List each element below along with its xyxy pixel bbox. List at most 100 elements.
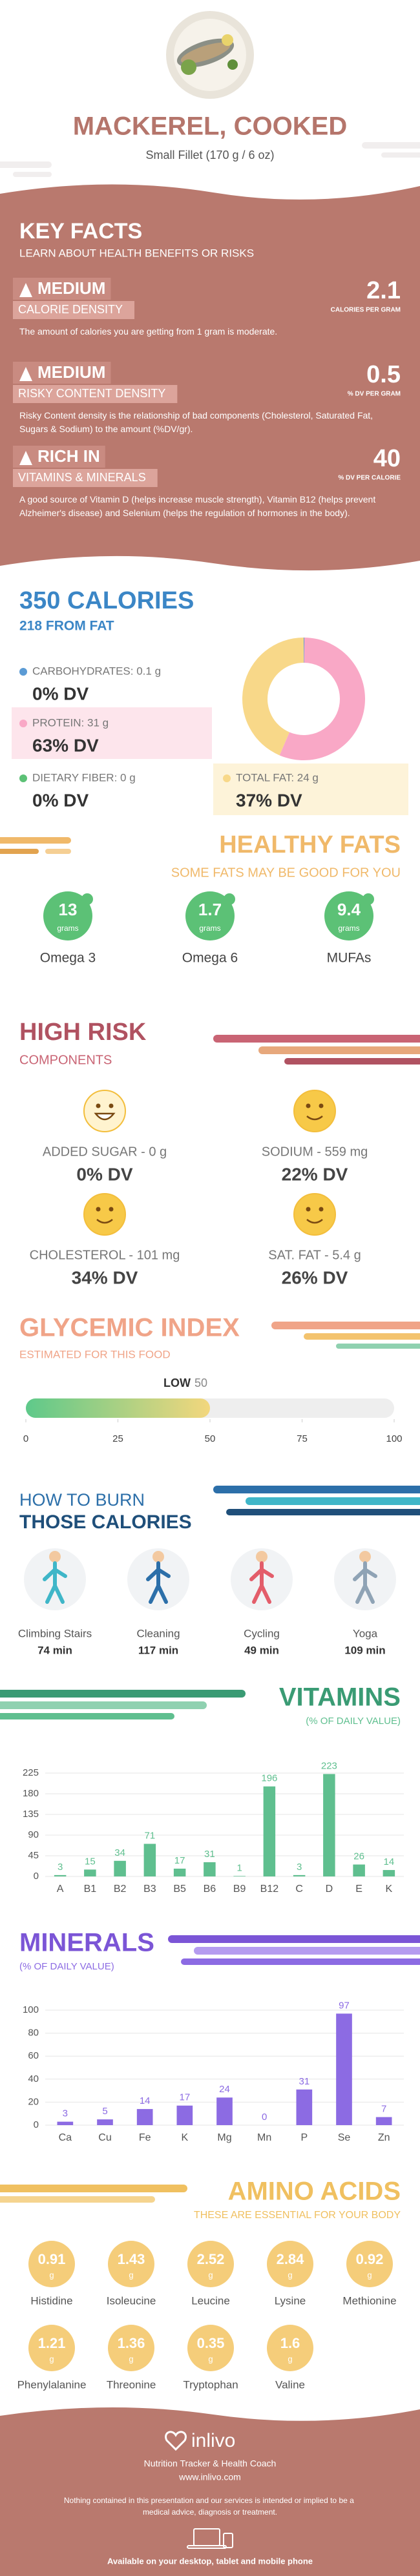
activity-time: 117 min	[138, 1644, 178, 1656]
donut-segment	[242, 638, 304, 756]
x-tick-label: B12	[260, 1884, 279, 1895]
y-tick-label: 60	[28, 2050, 39, 2061]
activity-figure	[353, 1561, 377, 1604]
value-label: 14	[384, 1856, 395, 1867]
amino-badge	[346, 2241, 393, 2287]
amino-badge	[28, 2241, 75, 2287]
value-label: 24	[219, 2084, 230, 2095]
amino-value: 1.6	[280, 2335, 300, 2351]
fat-name: Omega 6	[182, 951, 238, 966]
risk-label: ADDED SUGAR - 0 g	[43, 1145, 167, 1159]
activity-time: 74 min	[37, 1644, 72, 1656]
amino-unit: g	[49, 2270, 54, 2280]
protein-highlight	[12, 707, 212, 759]
risk-dv: 22% DV	[282, 1164, 348, 1184]
fat-badge-dot	[81, 893, 93, 905]
amino-badge	[187, 2241, 234, 2287]
section-subtitle: SOME FATS MAY BE GOOD FOR YOU	[171, 866, 401, 880]
section-subtitle: THESE ARE ESSENTIAL FOR YOUR BODY	[194, 2210, 401, 2221]
value-label: 26	[353, 1851, 364, 1862]
x-tick-label: Cu	[98, 2132, 111, 2143]
bar	[323, 1774, 335, 1876]
value-label: 14	[140, 2095, 151, 2106]
value-label: 3	[297, 1862, 302, 1873]
activity-head	[49, 1551, 61, 1563]
fat-badge	[324, 891, 373, 940]
x-tick-label: B2	[114, 1884, 127, 1895]
bar	[375, 2117, 392, 2125]
brand: inlivo	[191, 2430, 235, 2451]
legend-dot	[19, 774, 27, 782]
fact-name: RISKY CONTENT DENSITY	[18, 387, 165, 400]
fact-name: VITAMINS & MINERALS	[18, 471, 146, 484]
y-tick-label: 0	[34, 1871, 39, 1882]
smiley	[293, 1193, 336, 1236]
amino-value: 0.91	[38, 2251, 66, 2267]
value-label: 17	[179, 2092, 190, 2103]
fact-description: Risky Content density is the relationshi…	[19, 410, 375, 434]
bar	[84, 1869, 96, 1876]
x-tick-label: Ca	[59, 2132, 72, 2143]
amino-value: 2.84	[277, 2251, 305, 2267]
x-tick-label: Se	[338, 2132, 351, 2143]
smiley-eye	[306, 1103, 311, 1108]
amino-value: 1.36	[118, 2335, 145, 2351]
section-subtitle: ESTIMATED FOR THIS FOOD	[19, 1348, 171, 1360]
x-tick-label: E	[355, 1884, 362, 1895]
minerals-decoration	[168, 1935, 420, 1965]
legend-dot	[223, 774, 231, 782]
activity-time: 109 min	[344, 1644, 385, 1656]
amino-name: Threonine	[107, 2378, 156, 2391]
amino-unit: g	[129, 2270, 133, 2280]
amino-name: Leucine	[191, 2294, 230, 2307]
bar	[263, 1786, 276, 1876]
y-tick-label: 225	[23, 1767, 39, 1778]
devices-icon	[187, 2528, 233, 2549]
fact-description: The amount of calories you are getting f…	[19, 326, 277, 337]
bar	[143, 1844, 156, 1876]
bar	[57, 2121, 74, 2125]
activity-name: Cycling	[244, 1627, 280, 1639]
bar	[54, 1875, 67, 1876]
smiley-mouth	[96, 1219, 113, 1224]
amino-value: 0.92	[356, 2251, 384, 2267]
amino-value: 1.21	[38, 2335, 66, 2351]
value-label: 15	[85, 1856, 96, 1867]
amino-name: Methionine	[342, 2294, 396, 2307]
amino-value: 1.43	[118, 2251, 145, 2267]
fact-value: 40	[373, 445, 401, 472]
section-title: GLYCEMIC INDEX	[19, 1314, 240, 1342]
amino-unit: g	[288, 2270, 292, 2280]
x-tick-label: Zn	[378, 2132, 390, 2143]
nutrient-dv: 0% DV	[32, 683, 89, 703]
smiley-eye	[306, 1207, 311, 1212]
risk-label: SAT. FAT - 5.4 g	[268, 1248, 361, 1262]
amino-value: 2.52	[197, 2251, 225, 2267]
x-tick-label: C	[295, 1884, 303, 1895]
x-tick-label: 0	[23, 1433, 28, 1444]
page-title: MACKEREL, COOKED	[73, 112, 347, 141]
value-label: 3	[63, 2108, 68, 2119]
high-risk-decoration	[213, 1035, 420, 1065]
activity-figure	[249, 1561, 274, 1604]
value-label: 17	[174, 1855, 185, 1866]
smiley-eye	[96, 1207, 101, 1212]
section-subtitle: LEARN ABOUT HEALTH BENEFITS OR RISKS	[19, 247, 254, 259]
bar	[216, 2097, 233, 2125]
x-tick-label: P	[300, 2132, 308, 2143]
y-tick-label: 100	[23, 2004, 39, 2015]
section-title: HIGH RISK	[19, 1019, 147, 1046]
bar	[296, 2089, 313, 2125]
section-title: 350 CALORIES	[19, 587, 194, 614]
value-label: 97	[339, 2000, 350, 2011]
footer-background	[0, 2407, 420, 2576]
x-tick-label: 50	[205, 1433, 216, 1444]
smiley-eye	[109, 1207, 114, 1212]
amino-name: Phenylalanine	[17, 2378, 87, 2391]
activity-name: Climbing Stairs	[18, 1627, 92, 1639]
smiley-eye	[319, 1207, 324, 1212]
amino-name: Lysine	[275, 2294, 306, 2307]
smiley-mouth	[306, 1219, 323, 1224]
fact-value: 0.5	[366, 361, 401, 388]
